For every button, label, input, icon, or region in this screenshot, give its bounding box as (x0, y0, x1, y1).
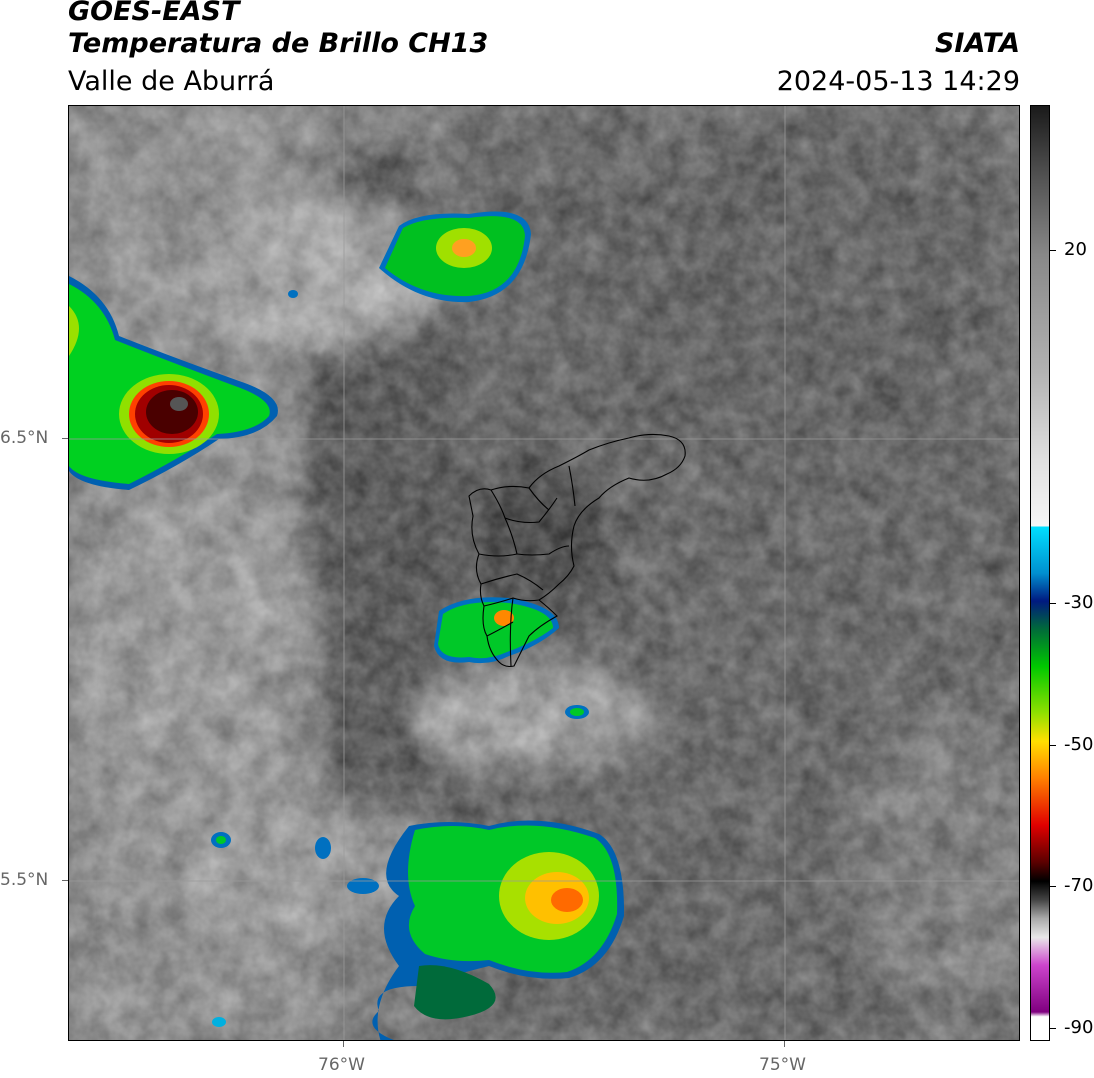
convective-cell-west (69, 276, 278, 490)
colorbar-tick (1050, 603, 1056, 604)
convective-cell-north (379, 211, 531, 303)
lon-tick-label: 76°W (318, 1055, 365, 1075)
convective-cell-central (434, 597, 589, 719)
lat-tick-mark (62, 438, 68, 439)
satellite-map[interactable] (68, 105, 1020, 1041)
colorbar-tick (1050, 250, 1056, 251)
temperature-colorbar (1030, 105, 1050, 1041)
colorbar-tick (1050, 1028, 1056, 1029)
brightness-temperature-field (69, 106, 1019, 1040)
colorbar-label: 20 (1064, 239, 1087, 260)
agency-label: SIATA (934, 28, 1020, 59)
graticule (69, 106, 1019, 1040)
lat-tick-mark (62, 880, 68, 881)
colorbar-label: -30 (1064, 592, 1094, 613)
colorbar-label: -70 (1064, 875, 1094, 896)
colorbar-label: -50 (1064, 734, 1094, 755)
colorbar-tick (1050, 745, 1056, 746)
colorbar-label: -90 (1064, 1017, 1094, 1038)
lat-tick-label: 6.5°N (0, 428, 49, 448)
region-subtitle: Valle de Aburrá (68, 66, 275, 97)
lat-tick-label: 5.5°N (0, 870, 49, 890)
valle-de-aburra-boundaries (468, 433, 686, 668)
colorbar-tick (1050, 886, 1056, 887)
product-title: Temperatura de Brillo CH13 (68, 28, 489, 59)
lon-tick-label: 75°W (759, 1055, 806, 1075)
convective-cell-south (211, 290, 625, 1040)
datetime-label: 2024-05-13 14:29 (776, 66, 1020, 97)
lon-tick-mark (343, 1041, 344, 1047)
lon-tick-mark (784, 1041, 785, 1047)
satellite-title: GOES-EAST (68, 0, 240, 27)
